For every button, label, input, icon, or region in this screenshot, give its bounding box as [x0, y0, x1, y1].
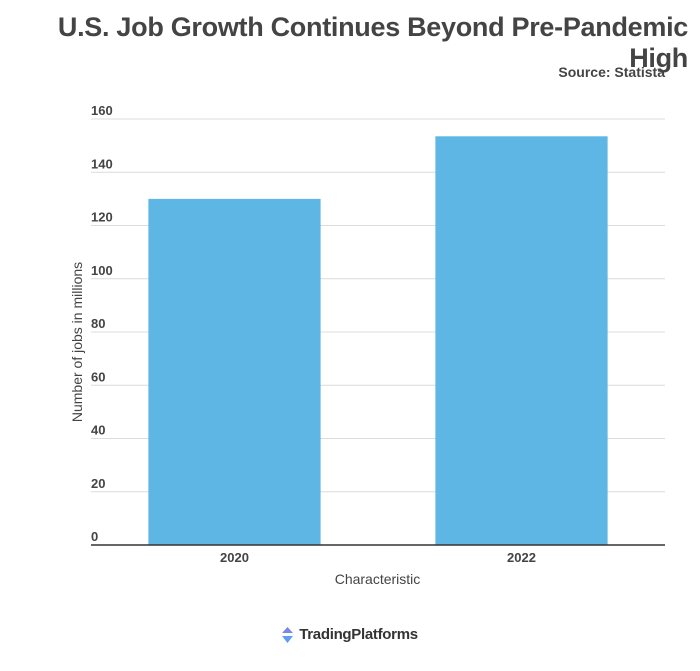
bar-2022	[435, 136, 608, 545]
trading-platforms-logo-icon	[282, 626, 294, 643]
x-axis-title: Characteristic	[335, 571, 421, 587]
y-tick-label: 160	[91, 103, 113, 118]
x-tick-label: 2022	[507, 550, 536, 565]
chart-title: U.S. Job Growth Continues Beyond Pre-Pan…	[57, 12, 688, 73]
y-tick-label: 40	[91, 423, 105, 438]
x-tick-labels: 2020 2022	[220, 550, 536, 565]
bar-2020	[148, 198, 321, 545]
y-tick-label: 80	[91, 316, 105, 331]
source-label: Source: Statista	[558, 64, 665, 80]
bars	[148, 136, 608, 545]
brand-name: TradingPlatforms	[299, 626, 418, 643]
y-tick-label: 0	[91, 529, 98, 544]
x-tick-label: 2020	[220, 550, 249, 565]
y-tick-label: 20	[91, 476, 105, 491]
brand-logo: TradingPlatforms	[0, 626, 700, 648]
bar-chart: 0 20 40 60 80 100 120 140 160 2020 2022 Number of…	[69, 103, 665, 587]
y-axis-title: Number of jobs in millions	[69, 262, 85, 422]
y-tick-labels: 0 20 40 60 80 100 120 140 160	[91, 103, 113, 544]
y-tick-label: 120	[91, 210, 113, 225]
y-tick-label: 140	[91, 156, 113, 171]
y-tick-label: 60	[91, 369, 105, 384]
y-tick-label: 100	[91, 263, 113, 278]
